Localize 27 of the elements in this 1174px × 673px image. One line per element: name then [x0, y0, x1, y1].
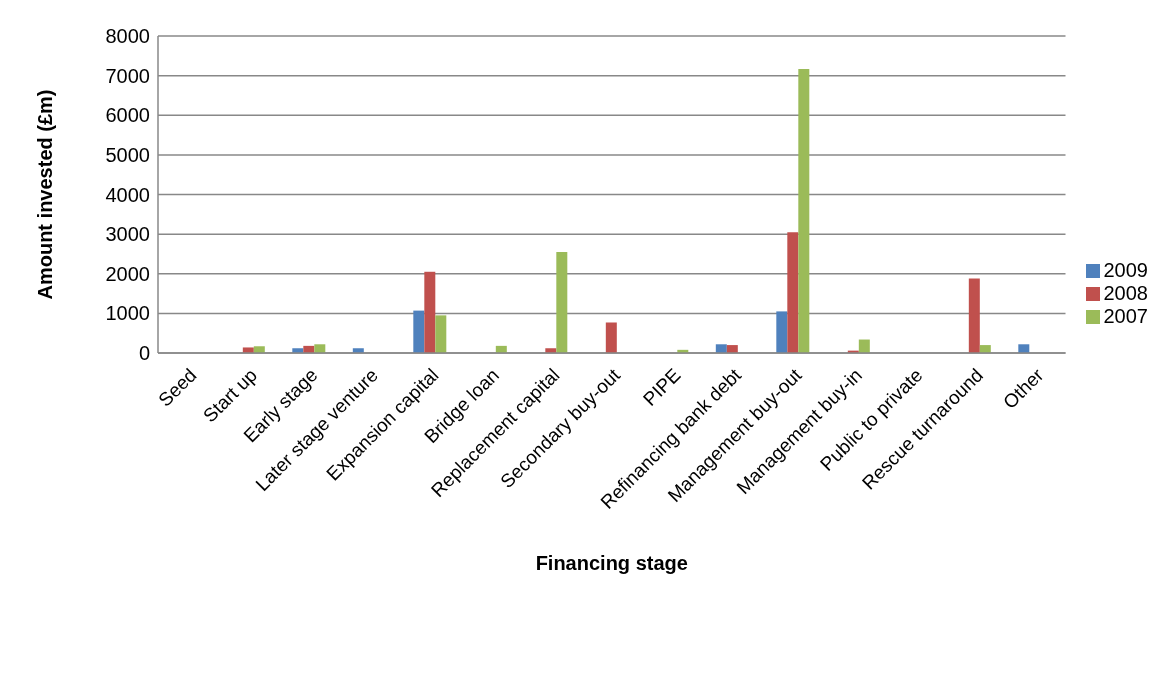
y-tick-label: 0 [138, 342, 150, 365]
y-tick-label: 2000 [105, 262, 150, 285]
bar [605, 322, 617, 353]
bar [314, 344, 326, 353]
y-tick-label: 5000 [105, 143, 150, 166]
bar [556, 251, 568, 353]
bar [715, 344, 727, 353]
legend-label: 2007 [1103, 304, 1148, 327]
y-tick-label: 7000 [105, 64, 150, 87]
bar [968, 278, 980, 353]
bar [787, 232, 799, 353]
y-tick-label: 4000 [105, 183, 150, 206]
bar [435, 315, 447, 353]
legend-label: 2008 [1103, 281, 1148, 304]
bar [242, 347, 254, 353]
x-axis-title: Financing stage [535, 552, 688, 574]
y-tick-label: 6000 [105, 104, 150, 127]
bar [413, 310, 425, 353]
bar [798, 68, 810, 353]
bar [776, 311, 788, 353]
y-axis-title: Amount invested (£m) [34, 89, 57, 300]
y-tick-label: 1000 [105, 302, 150, 325]
bar [1018, 344, 1030, 353]
legend-label: 2009 [1103, 258, 1148, 281]
bar [424, 271, 436, 353]
y-tick-label: 8000 [105, 25, 150, 48]
y-tick-label: 3000 [105, 223, 150, 246]
